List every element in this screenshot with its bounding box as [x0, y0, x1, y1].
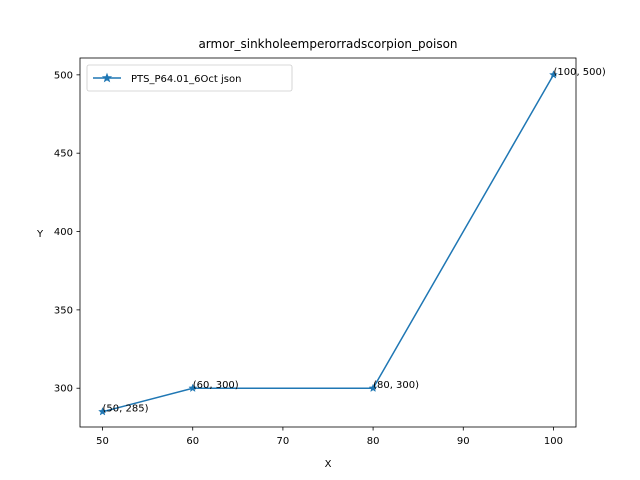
series-layer [98, 70, 558, 416]
y-tick-label: 400 [54, 227, 73, 238]
x-tick-label: 60 [186, 436, 199, 447]
legend-star-marker [101, 72, 113, 83]
data-label: (50, 285) [103, 404, 149, 415]
x-tick-label: 70 [277, 436, 290, 447]
y-tick-label: 450 [54, 149, 73, 160]
x-tick-label: 90 [457, 436, 470, 447]
x-tick-label: 80 [367, 436, 380, 447]
y-tick-label: 500 [54, 70, 73, 81]
x-axis-ticks: 50 60 70 80 90 100 [96, 427, 563, 447]
chart-title: armor_sinkholeemperorradscorpion_poison [198, 37, 457, 51]
y-axis-title: Y [36, 229, 44, 240]
series-line [102, 74, 555, 413]
y-tick-label: 300 [54, 384, 73, 395]
x-axis-title: X [325, 459, 332, 470]
legend-box [86, 64, 293, 92]
data-label: (60, 300) [193, 380, 239, 391]
y-tick-label: 350 [54, 305, 73, 316]
data-label: (100, 500) [553, 67, 605, 78]
data-point-star-marker [368, 383, 378, 393]
data-label: (80, 300) [373, 380, 419, 391]
x-tick-label: 100 [544, 436, 563, 447]
data-labels: (50, 285) (60, 300) (80, 300) (100, 500) [103, 67, 606, 415]
y-axis-ticks: 300 350 400 450 500 [54, 70, 80, 395]
legend-label: PTS_P64.01_6Oct json [131, 74, 241, 85]
data-point-star-marker [188, 383, 198, 393]
data-point-star-marker [98, 407, 108, 416]
data-point-star-marker [548, 70, 558, 79]
axes-frame [79, 57, 577, 428]
plot-area: (50, 285) (60, 300) (80, 300) (100, 500) [79, 57, 606, 428]
legend: PTS_P64.01_6Oct json [86, 64, 293, 92]
x-tick-label: 50 [96, 436, 109, 447]
